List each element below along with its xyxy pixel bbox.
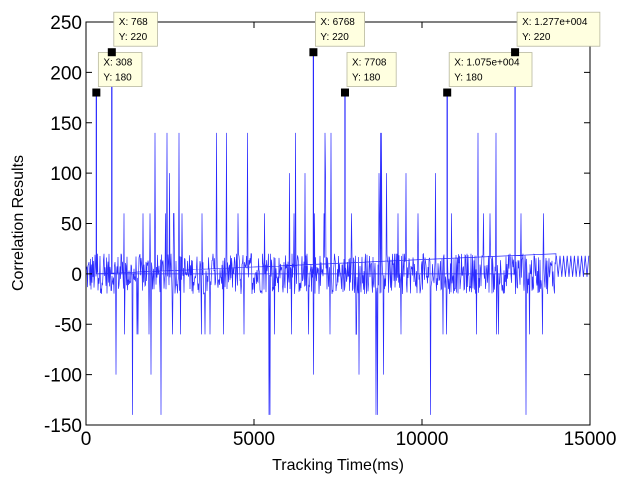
- y-tick-label-8: 250: [50, 13, 82, 34]
- datatip-3[interactable]: X: 7708 Y: 180: [340, 52, 397, 97]
- datatip-x-label-4: X: 1.075e+004: [454, 58, 520, 69]
- datatip-marker-5: [511, 48, 520, 57]
- datatip-x-label-3: X: 7708: [352, 58, 387, 69]
- datatip-y-label-1: Y: 220: [119, 32, 148, 43]
- datatip-0[interactable]: X: 308 Y: 180: [92, 52, 143, 97]
- x-tick-label-0: 0: [81, 429, 92, 450]
- datatip-box-4: [448, 52, 533, 87]
- datatip-1[interactable]: X: 768 Y: 220: [107, 11, 158, 57]
- x-tick-label-3: 15000: [564, 429, 617, 450]
- datatip-5[interactable]: X: 1.277e+004 Y: 220: [511, 11, 601, 57]
- y-tick-label-4: 50: [61, 215, 82, 236]
- axis-ticks: 0 5000 10000 15000 -150 -100 -50 0 50 100 150 200 25…: [44, 13, 616, 450]
- datatip-box-2: [315, 11, 366, 47]
- datatip-box-5: [516, 11, 601, 47]
- datatip-x-label-2: X: 6768: [320, 17, 355, 28]
- datatip-marker-0: [92, 88, 101, 97]
- datatip-marker-1: [107, 48, 116, 57]
- x-axis-label: Tracking Time(ms): [272, 457, 404, 474]
- y-tick-label-1: -100: [44, 366, 82, 387]
- datatip-box-1: [113, 11, 158, 47]
- datatip-x-label-1: X: 768: [119, 17, 148, 28]
- datatip-marker-2: [309, 48, 318, 57]
- datatip-x-label-5: X: 1.277e+004: [522, 17, 588, 28]
- datatip-box-3: [346, 52, 397, 87]
- datatip-y-label-4: Y: 180: [454, 73, 483, 84]
- series-tail: [556, 255, 590, 277]
- datatip-x-label-0: X: 308: [103, 58, 132, 69]
- datatip-y-label-5: Y: 220: [522, 32, 551, 43]
- datatip-marker-4: [443, 88, 452, 97]
- y-tick-label-3: 0: [71, 265, 82, 286]
- y-tick-label-7: 200: [50, 63, 82, 84]
- y-tick-label-2: -50: [55, 315, 82, 336]
- y-axis-label: Correlation Results: [10, 155, 27, 291]
- datatip-box-0: [97, 52, 143, 87]
- y-tick-label-6: 150: [50, 114, 82, 135]
- correlation-series: [85, 52, 590, 415]
- x-tick-label-2: 10000: [396, 429, 449, 450]
- y-tick-label-5: 100: [50, 164, 82, 185]
- datatip-y-label-0: Y: 180: [103, 73, 132, 84]
- datatip-y-label-3: Y: 180: [352, 73, 381, 84]
- y-tick-label-0: -150: [44, 416, 82, 437]
- series-line: [85, 52, 557, 415]
- datatip-2[interactable]: X: 6768 Y: 220: [309, 11, 366, 57]
- datatip-4[interactable]: X: 1.075e+004 Y: 180: [443, 52, 533, 97]
- datatip-y-label-2: Y: 220: [320, 32, 349, 43]
- datatip-marker-3: [340, 88, 349, 97]
- x-tick-label-1: 5000: [233, 429, 275, 450]
- plot-area: 0 5000 10000 15000 -150 -100 -50 0 50 100 150 200 25…: [44, 11, 616, 450]
